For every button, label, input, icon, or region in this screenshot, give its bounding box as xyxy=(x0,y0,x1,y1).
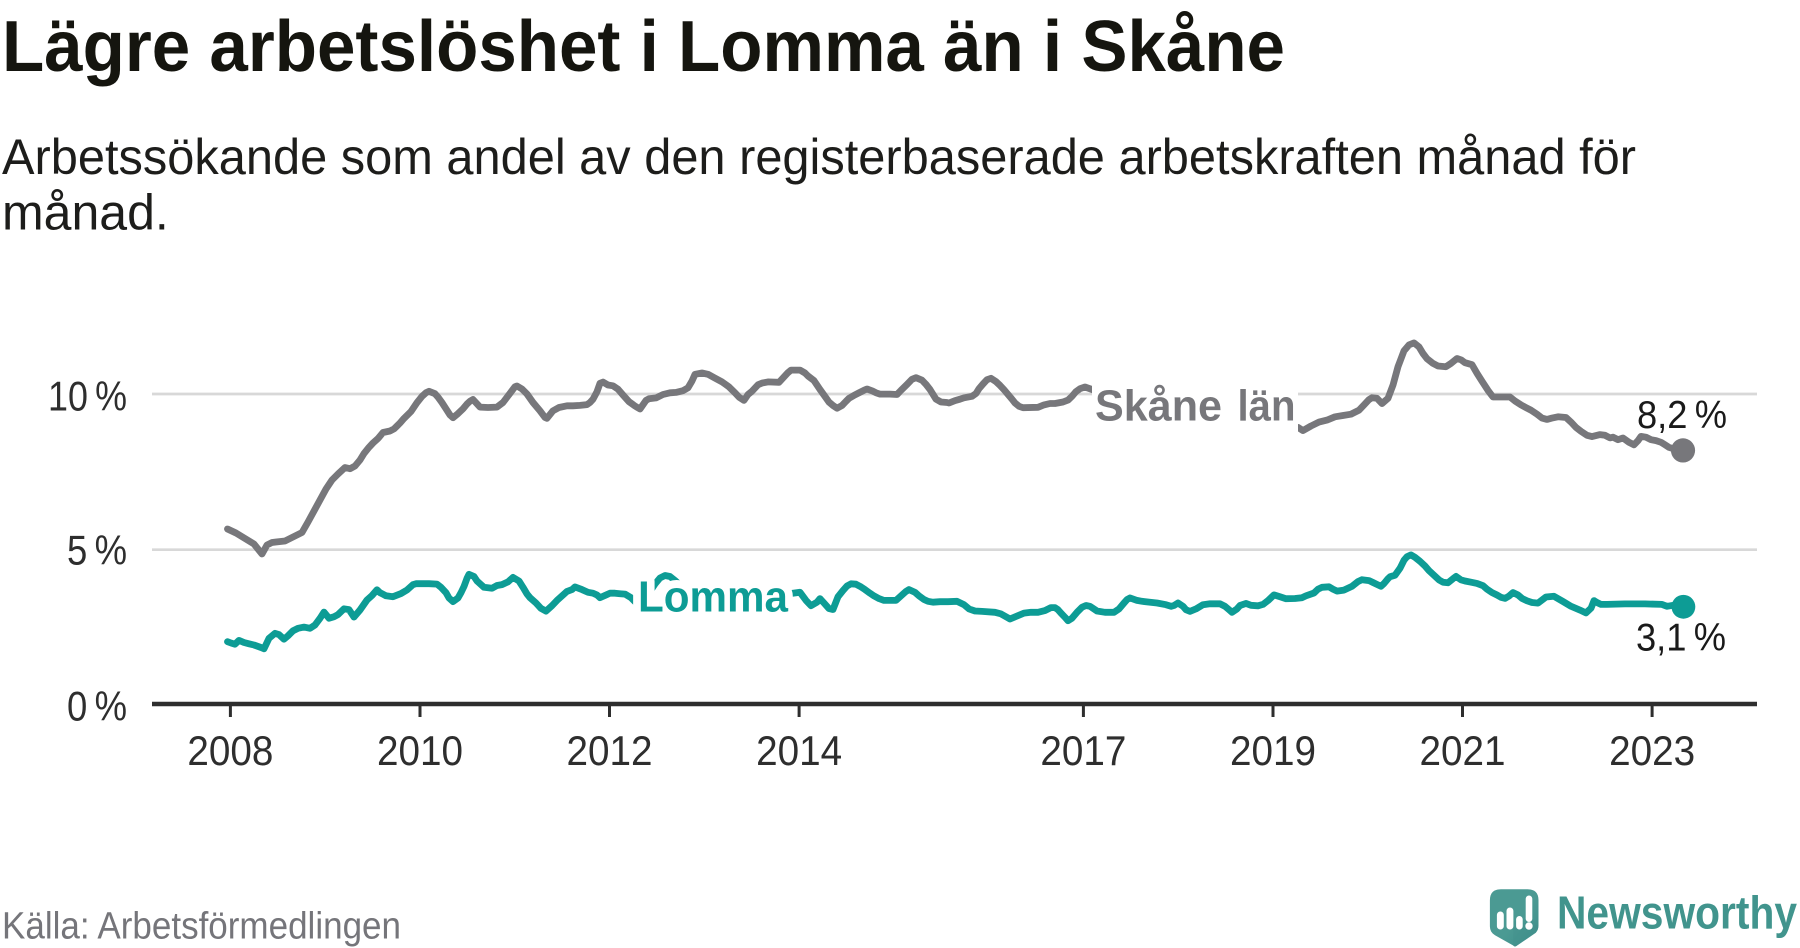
svg-text:Arbetssökande som andel av den: Arbetssökande som andel av den registerb… xyxy=(2,129,1636,185)
svg-text:Lomma: Lomma xyxy=(638,573,788,622)
svg-text:2008: 2008 xyxy=(187,727,273,774)
svg-text:2010: 2010 xyxy=(377,727,463,774)
svg-text:2021: 2021 xyxy=(1420,727,1506,774)
svg-text:2023: 2023 xyxy=(1609,727,1695,774)
svg-text:5 %: 5 % xyxy=(67,527,127,574)
svg-text:10 %: 10 % xyxy=(48,372,127,419)
svg-text:Newsworthy: Newsworthy xyxy=(1557,887,1797,939)
svg-text:län: län xyxy=(1238,382,1296,431)
svg-text:3,1 %: 3,1 % xyxy=(1636,617,1726,660)
svg-text:2014: 2014 xyxy=(756,727,842,774)
svg-text:Skåne: Skåne xyxy=(1095,382,1222,431)
svg-text:Källa: Arbetsförmedlingen: Källa: Arbetsförmedlingen xyxy=(2,905,401,947)
svg-text:8,2 %: 8,2 % xyxy=(1637,394,1727,437)
svg-text:2019: 2019 xyxy=(1230,727,1316,774)
svg-text:månad.: månad. xyxy=(2,184,169,240)
svg-text:2012: 2012 xyxy=(567,727,653,774)
svg-text:2017: 2017 xyxy=(1040,727,1126,774)
svg-text:Lägre arbetslöshet i Lomma än: Lägre arbetslöshet i Lomma än i Skåne xyxy=(2,7,1285,87)
svg-text:0 %: 0 % xyxy=(67,682,127,729)
